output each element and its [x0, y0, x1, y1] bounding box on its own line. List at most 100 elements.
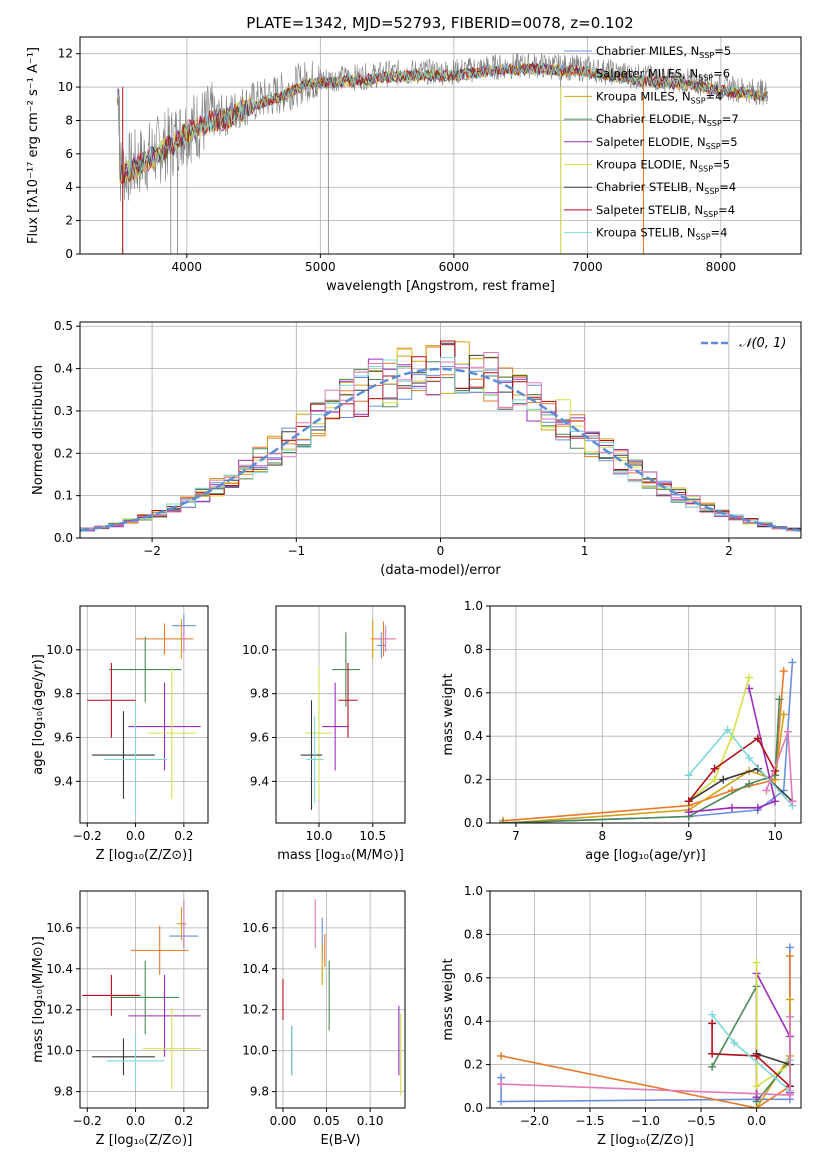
y-tick-label: 0.6 — [464, 686, 483, 700]
y-tick-label: 1.0 — [464, 884, 483, 898]
y-tick-label: 2 — [65, 214, 73, 228]
y-tick-label: 9.8 — [54, 1085, 73, 1099]
y-tick-label: 1.0 — [464, 599, 483, 613]
x-tick-label: 0 — [437, 544, 445, 558]
x-axis-label: Z [log₁₀(Z/Z⊙)] — [96, 848, 193, 863]
weight-marker — [753, 764, 762, 773]
y-tick-label: 10.0 — [46, 643, 73, 657]
weight-marker — [752, 958, 761, 967]
errorbar-point — [104, 704, 167, 815]
weight-marker — [730, 1038, 739, 1047]
y-tick-label: 8 — [65, 113, 73, 127]
y-tick-label: 0.0 — [54, 531, 73, 545]
y-tick-label: 0.8 — [464, 927, 483, 941]
x-tick-label: 5000 — [305, 260, 336, 274]
y-tick-label: 0.3 — [54, 404, 73, 418]
y-tick-label: 0.1 — [54, 489, 73, 503]
weight-line-chabrier-elodie — [711, 983, 791, 1104]
x-tick-label: 1 — [581, 544, 589, 558]
y-tick-label: 9.4 — [250, 774, 269, 788]
age_vs_mass-axes: 10.0 10.5 9.4 9.6 9.8 10.0 mass [log₁₀(M/M⊙)] — [242, 606, 405, 863]
weight-marker — [753, 734, 762, 743]
errorbar-point — [322, 682, 349, 771]
errorbar-point — [128, 974, 201, 1057]
errorbar-point — [106, 1034, 165, 1088]
weight-marker — [745, 753, 754, 762]
x-tick-label: 10 — [767, 829, 782, 843]
errorbar-point — [108, 636, 182, 703]
weight-marker — [684, 797, 693, 806]
axes-frame — [275, 605, 406, 824]
weight-line-kroupa-elodie — [755, 962, 791, 1088]
errorbar-point — [370, 619, 375, 659]
x-tick-label: 4000 — [172, 260, 203, 274]
mass_vs_Z-axes: −0.2 0.0 0.2 9.8 10.0 10.2 10.4 10.6 Z [log₁₀(Z/… — [31, 891, 208, 1148]
x-tick-label: 7000 — [572, 260, 603, 274]
legend-label: Chabrier ELODIE, NSSP=7 — [596, 112, 739, 128]
y-tick-label: 4 — [65, 180, 73, 194]
residuals-plot-area — [80, 340, 801, 532]
y-tick-label: 0.4 — [464, 729, 483, 743]
weight-marker — [771, 797, 780, 806]
axes-frame — [79, 321, 802, 539]
weight-marker — [745, 779, 754, 788]
y-tick-label: 9.6 — [250, 731, 269, 745]
errorbar-point — [92, 711, 155, 799]
errorbar-point — [87, 662, 136, 738]
y-tick-label: 0 — [65, 247, 73, 261]
weight-marker — [498, 819, 507, 823]
legend-label: Chabrier MILES, NSSP=5 — [596, 44, 731, 60]
y-tick-label: 0.6 — [464, 971, 483, 985]
y-tick-label: 0.4 — [464, 1014, 483, 1028]
x-tick-label: −1.5 — [575, 1114, 604, 1128]
errorbar-point — [181, 625, 187, 653]
y-tick-label: 10.6 — [242, 921, 269, 935]
weight-marker — [497, 1080, 506, 1089]
x-tick-label: 7 — [512, 829, 520, 843]
weight_vs_age-plot-area — [498, 658, 797, 823]
y-axis-label: mass weight — [441, 958, 456, 1040]
x-axis-label: age [log₁₀(age/yr)] — [585, 848, 706, 863]
x-tick-label: 0.0 — [747, 1114, 766, 1128]
x-tick-label: −2.0 — [520, 1114, 549, 1128]
mass_vs_Z-plot-area — [82, 899, 201, 1090]
age_vs_mass-plot-area — [300, 619, 397, 810]
weight-marker — [708, 1049, 717, 1058]
weight-line-kroupa-stelib — [711, 1014, 791, 1093]
weight-marker — [785, 943, 794, 952]
x-axis-label: Z [log₁₀(Z/Z⊙)] — [96, 1133, 193, 1148]
weight-marker — [745, 673, 754, 682]
weight-marker — [784, 727, 793, 736]
legend-label: Kroupa STELIB, NSSP=4 — [596, 226, 727, 242]
errorbar-point — [377, 632, 386, 659]
x-tick-label: 0.05 — [313, 1114, 340, 1128]
legend-label: 𝒩(0, 1) — [739, 336, 786, 351]
mass_vs_ebv-plot-area — [282, 899, 402, 1096]
x-tick-label: 6000 — [439, 260, 470, 274]
y-tick-label: 10.6 — [46, 921, 73, 935]
weight-marker — [723, 725, 732, 734]
y-tick-label: 10.2 — [242, 1003, 269, 1017]
legend-label: Kroupa MILES, NSSP=4 — [596, 89, 722, 105]
spectrum-plot-area — [117, 53, 768, 254]
y-tick-label: 9.8 — [250, 1085, 269, 1099]
model-spectrum-kroupa-stelib — [117, 63, 768, 180]
weight-marker — [752, 1082, 761, 1091]
y-axis-label: Normed distribution — [31, 365, 46, 495]
weight-line-salpeter-miles — [502, 671, 785, 822]
legend-label: Chabrier STELIB, NSSP=4 — [596, 180, 736, 196]
y-tick-label: 0.5 — [54, 319, 73, 333]
y-tick-label: 0.0 — [464, 816, 483, 830]
weight-line-kroupa-miles — [755, 999, 791, 1108]
errorbar-point — [92, 1038, 155, 1076]
errorbar-point — [142, 1007, 201, 1090]
spectrum-legend: Chabrier MILES, NSSP=5 Salpeter MILES, NS… — [564, 44, 739, 242]
weight-marker — [497, 1097, 506, 1106]
x-tick-label: −0.5 — [686, 1114, 715, 1128]
y-tick-label: 9.4 — [54, 774, 73, 788]
y-tick-label: 10.0 — [242, 1044, 269, 1058]
y-tick-label: 10.0 — [46, 1044, 73, 1058]
x-tick-label: −0.2 — [73, 829, 102, 843]
errorbar-point — [82, 974, 141, 1016]
